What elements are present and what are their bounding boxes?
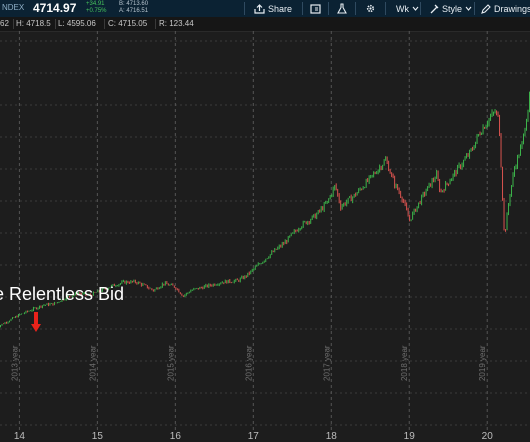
price-chart[interactable]: 2013 year 2014 year 2015 year 2016 year 2017… bbox=[0, 31, 530, 442]
ask-value: A: 4716.51 bbox=[119, 8, 149, 14]
year-label: 2019 year bbox=[478, 345, 487, 381]
period-selector[interactable]: Wk bbox=[396, 1, 419, 16]
low-value: L: 4595.06 bbox=[58, 19, 96, 28]
style-icon bbox=[430, 4, 439, 13]
year-label: 2013 year bbox=[10, 345, 19, 381]
toolbar-divider bbox=[355, 2, 356, 15]
year-label: 2016 year bbox=[244, 345, 253, 381]
year-label: 2017 year bbox=[322, 345, 331, 381]
symbol-label: NDEX bbox=[2, 3, 25, 12]
open-value: 62 bbox=[0, 19, 9, 28]
x-tick-label: 20 bbox=[482, 431, 494, 442]
notes-icon bbox=[310, 3, 321, 14]
gear-icon bbox=[366, 4, 375, 13]
annotation-text: e Relentless Bid bbox=[0, 284, 125, 304]
studies-button[interactable] bbox=[337, 1, 347, 16]
toolbar: NDEX 4714.97 +34.91 +0.75% B: 4713.60 A:… bbox=[0, 0, 530, 18]
drawings-button[interactable]: Drawings bbox=[481, 1, 530, 16]
x-tick-label: 15 bbox=[92, 431, 104, 442]
notes-button[interactable] bbox=[310, 1, 321, 16]
style-label: Style bbox=[442, 3, 463, 14]
close-value: C: 4715.05 bbox=[108, 19, 148, 28]
share-button[interactable]: Share bbox=[254, 1, 292, 16]
flask-icon bbox=[337, 3, 347, 14]
chart-grid bbox=[0, 40, 530, 426]
toolbar-divider bbox=[420, 2, 421, 15]
range-value: R: 123.44 bbox=[159, 19, 194, 28]
drawings-label: Drawings bbox=[494, 3, 530, 14]
infobar-divider bbox=[13, 19, 14, 29]
toolbar-divider bbox=[244, 2, 245, 15]
x-tick-label: 19 bbox=[404, 431, 416, 442]
last-price: 4714.97 bbox=[33, 1, 77, 15]
bid-ask: B: 4713.60 A: 4716.51 bbox=[119, 1, 148, 15]
bid-value: B: 4713.60 bbox=[119, 1, 149, 7]
infobar-divider bbox=[104, 19, 105, 29]
percent-change: +0.75% bbox=[86, 8, 107, 14]
infobar-divider bbox=[155, 19, 156, 29]
year-label: 2014 year bbox=[88, 345, 97, 381]
period-label: Wk bbox=[396, 3, 409, 14]
x-tick-label: 18 bbox=[326, 431, 338, 442]
price-series bbox=[0, 91, 530, 328]
high-value: H: 4718.5 bbox=[16, 19, 51, 28]
year-separators bbox=[18, 31, 488, 431]
settings-button[interactable] bbox=[365, 1, 376, 16]
pencil-icon bbox=[481, 3, 491, 14]
toolbar-divider bbox=[328, 2, 329, 15]
chevron-down-icon bbox=[465, 6, 472, 11]
net-change: +34.91 bbox=[86, 1, 105, 7]
style-button[interactable]: Style bbox=[429, 1, 472, 16]
toolbar-divider bbox=[385, 2, 386, 15]
price-change: +34.91 +0.75% bbox=[86, 1, 107, 15]
x-axis: 14 15 16 17 18 19 20 bbox=[14, 431, 493, 442]
toolbar-divider bbox=[302, 2, 303, 15]
year-labels: 2013 year 2014 year 2015 year 2016 year 2017… bbox=[10, 345, 487, 381]
share-label: Share bbox=[268, 3, 293, 14]
chevron-down-icon bbox=[412, 6, 419, 11]
infobar-divider bbox=[55, 19, 56, 29]
x-tick-label: 14 bbox=[14, 431, 26, 442]
ohlc-infobar: 62 H: 4718.5 L: 4595.06 C: 4715.05 R: 12… bbox=[0, 17, 530, 32]
x-tick-label: 17 bbox=[248, 431, 260, 442]
year-label: 2015 year bbox=[166, 345, 175, 381]
year-label: 2018 year bbox=[400, 345, 409, 381]
toolbar-divider bbox=[474, 2, 475, 15]
x-tick-label: 16 bbox=[170, 431, 182, 442]
down-arrow-icon bbox=[31, 312, 41, 332]
share-icon bbox=[254, 3, 265, 14]
